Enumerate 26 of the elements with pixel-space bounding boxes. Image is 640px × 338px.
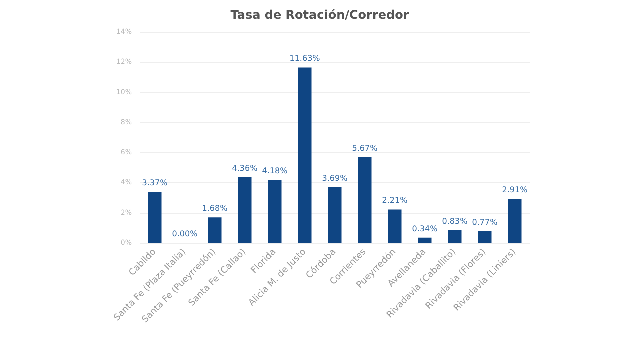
data-label: 11.63%: [290, 54, 321, 64]
data-label: 0.83%: [442, 216, 468, 226]
bar: [478, 231, 492, 243]
bar: [298, 68, 312, 243]
bar: [328, 187, 342, 243]
data-label: 3.37%: [142, 178, 168, 188]
bar: [238, 177, 252, 243]
data-label: 1.68%: [202, 204, 228, 214]
data-label: 0.77%: [472, 218, 498, 227]
data-label: 0.00%: [172, 230, 198, 238]
bar: [268, 180, 282, 243]
data-label: 0.34%: [412, 224, 438, 234]
chart-title: Tasa de Rotación/Corredor: [230, 8, 410, 22]
bar: [388, 210, 402, 243]
bar: [418, 238, 432, 243]
bar: [148, 192, 162, 243]
data-label: 2.21%: [382, 196, 408, 206]
bar: [448, 230, 462, 243]
data-label: 3.69%: [322, 174, 348, 183]
data-label: 4.36%: [232, 164, 258, 173]
bar: [508, 199, 522, 243]
data-label: 5.67%: [352, 144, 378, 154]
bar: [358, 158, 372, 243]
bar: [208, 218, 222, 243]
data-label: 4.18%: [262, 166, 288, 176]
data-label: 2.91%: [502, 186, 528, 195]
